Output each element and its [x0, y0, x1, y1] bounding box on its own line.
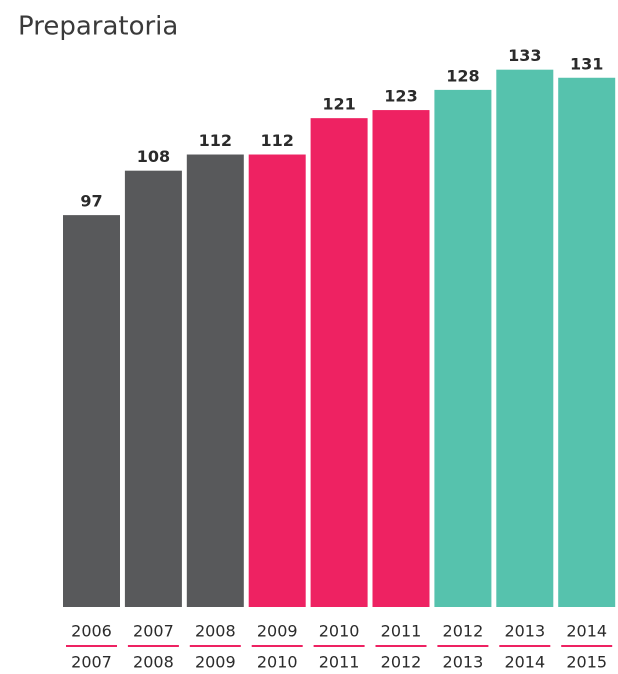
- bar: [186, 154, 244, 607]
- bar: [63, 215, 120, 607]
- value-label: 133: [508, 46, 541, 65]
- bar: [434, 89, 492, 607]
- x-tick-label: 2012: [443, 622, 484, 641]
- value-label: 131: [570, 54, 603, 73]
- x-tick-label: 2009: [195, 653, 236, 672]
- x-tick-label: 2013: [504, 622, 545, 641]
- value-label: 112: [199, 131, 232, 150]
- x-tick-label: 2010: [257, 653, 298, 672]
- x-tick-label: 2008: [133, 653, 174, 672]
- bar: [496, 69, 554, 608]
- bar: [310, 118, 368, 607]
- value-label: 97: [80, 192, 102, 211]
- value-label: 108: [137, 147, 170, 166]
- value-label: 128: [446, 66, 479, 85]
- x-tick-label: 2011: [381, 622, 422, 641]
- bar: [124, 170, 182, 607]
- x-tick-label: 2007: [71, 653, 112, 672]
- x-tick-label: 2012: [381, 653, 422, 672]
- x-tick-label: 2010: [319, 622, 360, 641]
- x-tick-label: 2007: [133, 622, 174, 641]
- bar: [558, 77, 616, 607]
- x-tick-label: 2014: [566, 622, 607, 641]
- value-label: 112: [260, 131, 293, 150]
- value-label: 121: [322, 95, 355, 114]
- x-tick-label: 2009: [257, 622, 298, 641]
- x-tick-label: 2014: [504, 653, 545, 672]
- x-tick-label: 2013: [443, 653, 484, 672]
- bar: [248, 154, 306, 607]
- x-tick-label: 2008: [195, 622, 236, 641]
- x-tick-label: 2006: [71, 622, 112, 641]
- bar: [372, 110, 430, 607]
- x-tick-label: 2011: [319, 653, 360, 672]
- chart-title: Preparatoria: [18, 12, 178, 42]
- x-tick-label: 2015: [566, 653, 607, 672]
- value-label: 123: [384, 87, 417, 106]
